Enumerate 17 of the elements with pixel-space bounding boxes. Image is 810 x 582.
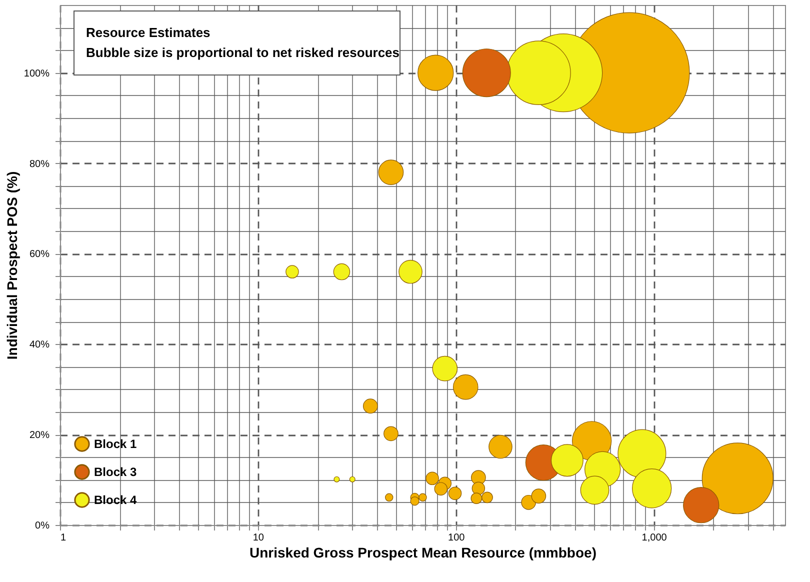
y-tick-label: 100%	[24, 68, 50, 80]
y-tick-label: 40%	[29, 340, 50, 351]
x-tick-label: 10	[252, 532, 264, 544]
text: Bubble size is proportional to net risked resources	[86, 45, 400, 60]
x-axis-title: Unrisked Gross Prospect Mean Resource (mmbboe)	[250, 544, 596, 560]
legend-label: Block 3	[94, 465, 138, 479]
legend-label: Block 4	[94, 493, 138, 507]
legend-label: Block 1	[94, 437, 138, 451]
y-tick-label: 20%	[29, 430, 50, 442]
y-tick-label: 60%	[29, 249, 50, 260]
x-tick-label: 1,000	[642, 532, 668, 544]
x-tick-label: 1	[60, 532, 66, 544]
x-tick-label: 100	[448, 532, 466, 544]
y-tick-label: 0%	[35, 520, 50, 532]
text: Resource Estimates	[86, 25, 210, 40]
y-axis-title: Individual Prospect POS (%)	[4, 171, 20, 360]
y-tick-label: 80%	[29, 158, 50, 170]
